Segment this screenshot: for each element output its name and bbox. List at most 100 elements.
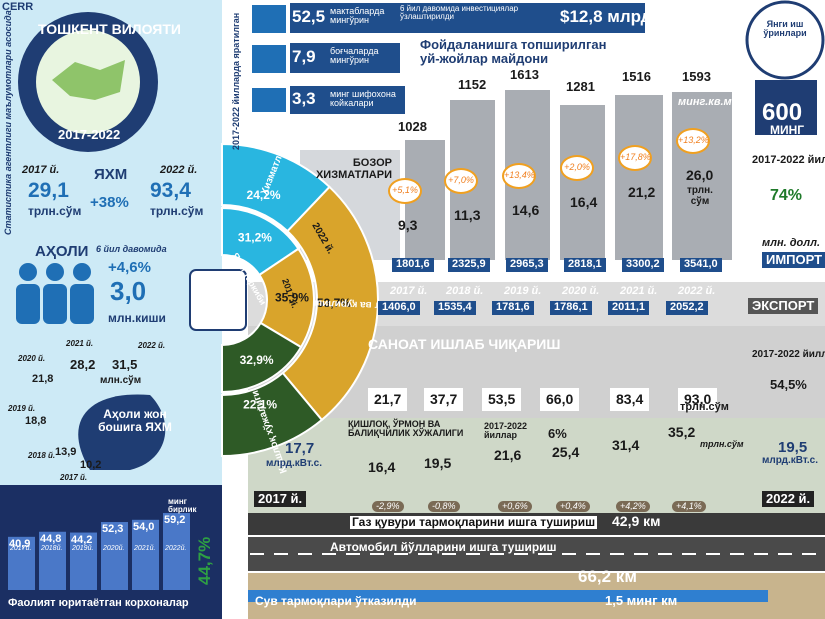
values: 21,7 (368, 388, 408, 411)
title: САНОАТ ИШЛАБ ЧИҚАРИШ (368, 336, 561, 352)
values: 1152 (458, 77, 487, 92)
agriculture-band (248, 418, 825, 513)
years: 2020 й. (18, 354, 46, 363)
growth-by-year: +4,1% (672, 501, 706, 513)
growth: +4,6% (108, 259, 151, 276)
values: 53,5 (482, 388, 522, 411)
values: 1281 (566, 79, 595, 94)
years: 2019 й. (504, 285, 542, 297)
value-end: 19,5 (778, 439, 808, 456)
inner-label: 31,2% (238, 230, 272, 244)
year-end: 2022 й. (762, 491, 815, 507)
title: БОЗОР ХИЗМАТЛАРИ (315, 157, 392, 181)
unit: трлн. сўм (687, 185, 713, 207)
years: 2020й. (103, 545, 125, 552)
enterprise-bar (70, 532, 97, 590)
label: мактабларда мингўрин (330, 6, 385, 26)
enterprise-bar (132, 519, 159, 590)
unit: трлн.сўм (680, 401, 729, 413)
values: 25,4 (552, 444, 580, 460)
growth-by-year: +0,4% (556, 501, 590, 513)
period: 6 йил давомида (96, 244, 167, 254)
years: 2018й. (41, 545, 63, 552)
values: 1786,1 (550, 301, 592, 315)
value: 600 (762, 99, 803, 126)
values: 9,3 (398, 217, 418, 233)
unit: МИНГ (770, 123, 805, 137)
growth: +7,0% (444, 168, 478, 194)
label: Газ қувури тармоқларини ишга тушириш (350, 515, 598, 529)
enterprise-bar (8, 536, 35, 590)
values: 93,0 (678, 388, 718, 411)
unit: млн.киши (108, 311, 166, 325)
unit-start: млрд.кВт.с. (266, 458, 322, 469)
growth-by-year: -2,9% (372, 501, 404, 513)
values: 10,2 (80, 459, 102, 471)
years: 2020 й. (562, 285, 600, 297)
school-box (290, 3, 400, 33)
values: 35,2 (668, 424, 696, 440)
values: 2965,3 (506, 258, 548, 272)
value-labels: 59,2 (164, 514, 186, 527)
outer-segment (281, 185, 379, 422)
value-start: 17,7 (285, 440, 315, 457)
growth: 44,7% (195, 536, 214, 585)
kindergarten-box (290, 43, 400, 73)
growth: 6% (548, 426, 567, 441)
values: 2818,1 (564, 258, 606, 272)
label: АҲОЛИ (35, 243, 89, 260)
title: Янги иш ўринлари (763, 19, 807, 39)
unit: млн. долл. (762, 237, 820, 249)
values: 28,2 (70, 357, 96, 372)
years: 2021 й. (620, 285, 658, 297)
years: 2021 й. (66, 339, 94, 348)
value-end: 93,4 (150, 179, 191, 202)
figure-icon (78, 394, 166, 470)
period: 2017-2022 йиллар (752, 154, 825, 166)
title: Фойдаланишга топширилган уй-жойлар майдо… (420, 37, 607, 66)
value-labels: 44,2 (71, 533, 93, 546)
growth: +38% (90, 194, 129, 211)
label: минг шифохона койкалари (330, 89, 396, 109)
values: 16,4 (368, 459, 396, 475)
school-icons (252, 5, 286, 112)
org: CERR (2, 1, 34, 13)
map (52, 60, 125, 100)
values: 13,9 (55, 446, 77, 458)
value: $12,8 млрд. (560, 7, 657, 26)
period: 2017-2022 йиллар (484, 421, 528, 441)
unit: млн.сўм (100, 375, 142, 386)
value-labels: 54,0 (133, 520, 155, 533)
title: ҚИШЛОҚ, ЎРМОН ВА БАЛИҚЧИЛИК ХЎЖАЛИГИ (348, 419, 464, 439)
inner-segment (221, 321, 303, 394)
value-labels: 40,9 (9, 537, 31, 550)
title: Фаолият юритаётган корхоналар (8, 597, 189, 609)
values: 11,3 (454, 207, 481, 223)
year-end: 2022 й. (160, 164, 198, 176)
unit-start: трлн.сўм (28, 204, 82, 218)
growth: 54,5% (770, 377, 807, 392)
values: 1613 (510, 67, 539, 82)
caption: 2017-2022 йилларда яратилган (231, 12, 241, 150)
enterprise-bar (39, 531, 66, 590)
values: 1406,0 (378, 301, 420, 315)
values: 1516 (622, 69, 651, 84)
label: ИМПОРТ (762, 252, 825, 268)
values: 1801,6 (392, 258, 434, 272)
values: 2325,9 (448, 258, 490, 272)
values: 1781,6 (492, 301, 534, 315)
label: Сув тармоқлари ўтказилди (255, 594, 417, 608)
value-labels: 44,8 (40, 532, 62, 545)
value: 3,0 (110, 276, 147, 306)
value: 42,9 км (612, 513, 661, 529)
outer-segment (221, 371, 324, 458)
outer-label: 53,7% (317, 296, 351, 310)
label: боғчаларда мингўрин (330, 46, 379, 66)
years: 2017й. (10, 545, 32, 552)
investment-box (395, 3, 645, 33)
label: ЭКСПОРТ (748, 298, 819, 314)
years: 2017-2022 (58, 127, 121, 142)
years: 2017 й. (390, 285, 428, 297)
value-labels: 52,3 (102, 523, 124, 535)
